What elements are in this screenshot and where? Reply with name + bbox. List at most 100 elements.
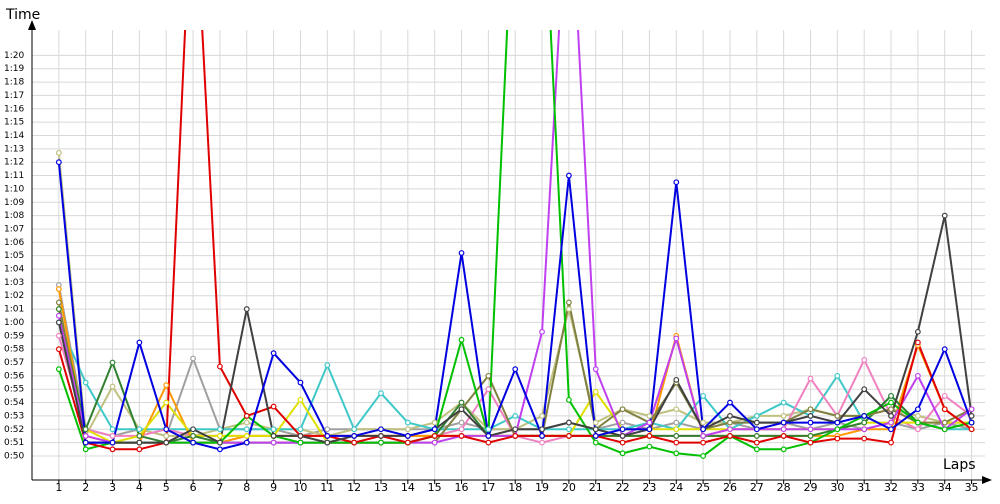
point bbox=[190, 433, 196, 439]
point bbox=[861, 413, 868, 419]
point bbox=[753, 413, 760, 419]
point bbox=[727, 413, 733, 419]
point bbox=[55, 332, 62, 339]
point bbox=[727, 433, 733, 439]
point bbox=[163, 439, 170, 446]
x-tick-label: 4 bbox=[136, 481, 143, 494]
point bbox=[566, 172, 572, 179]
point bbox=[485, 433, 492, 439]
x-tick-label: 9 bbox=[270, 481, 277, 494]
point bbox=[270, 439, 277, 446]
point bbox=[55, 159, 62, 166]
point bbox=[539, 413, 545, 419]
x-tick-label: 22 bbox=[616, 481, 630, 494]
point bbox=[727, 419, 733, 426]
point bbox=[592, 433, 599, 439]
x-tick-label: 14 bbox=[401, 481, 415, 494]
point bbox=[404, 439, 411, 446]
point bbox=[458, 406, 465, 413]
point bbox=[431, 433, 438, 439]
y-tick-label: 1:06 bbox=[4, 238, 24, 248]
point bbox=[82, 433, 89, 439]
point bbox=[592, 366, 599, 373]
point bbox=[190, 355, 196, 362]
point bbox=[914, 372, 921, 379]
point bbox=[592, 439, 599, 446]
point bbox=[539, 328, 545, 335]
point bbox=[861, 419, 868, 426]
point bbox=[592, 388, 599, 395]
point bbox=[109, 446, 116, 453]
point bbox=[297, 439, 304, 446]
y-tick-label: 1:10 bbox=[4, 184, 24, 194]
point bbox=[941, 419, 948, 426]
point bbox=[163, 433, 170, 439]
point bbox=[673, 335, 680, 342]
point bbox=[888, 406, 894, 413]
x-tick-label: 27 bbox=[750, 481, 764, 494]
point bbox=[324, 433, 331, 439]
x-tick-label: 13 bbox=[374, 481, 388, 494]
point bbox=[404, 433, 411, 439]
point bbox=[888, 419, 894, 426]
point bbox=[592, 426, 599, 433]
point bbox=[968, 426, 975, 433]
point bbox=[458, 433, 465, 439]
point bbox=[780, 419, 787, 426]
y-tick-label: 0:55 bbox=[4, 385, 24, 395]
y-tick-label: 1:17 bbox=[4, 91, 24, 101]
point bbox=[914, 406, 921, 413]
x-tick-label: 32 bbox=[884, 481, 898, 494]
point bbox=[324, 362, 331, 369]
point bbox=[807, 419, 814, 426]
point bbox=[888, 439, 894, 446]
point bbox=[324, 426, 331, 433]
point bbox=[780, 413, 787, 419]
point bbox=[619, 433, 626, 439]
plot-area bbox=[55, 30, 975, 459]
x-tick-label: 17 bbox=[481, 481, 495, 494]
y-tick-label: 1:18 bbox=[4, 78, 24, 88]
point bbox=[431, 426, 438, 433]
y-axis-title: Time bbox=[5, 7, 40, 23]
point bbox=[566, 426, 572, 433]
y-tick-label: 0:59 bbox=[4, 331, 24, 341]
y-tick-label: 1:14 bbox=[4, 131, 24, 141]
point bbox=[82, 439, 89, 446]
y-tick-label: 1:00 bbox=[4, 318, 24, 328]
point bbox=[109, 383, 116, 390]
y-arrow bbox=[28, 20, 36, 30]
point bbox=[619, 419, 626, 426]
point bbox=[136, 426, 143, 433]
point bbox=[109, 426, 116, 433]
point bbox=[941, 346, 948, 353]
point bbox=[968, 413, 975, 419]
x-arrow bbox=[982, 476, 992, 484]
x-tick-label: 21 bbox=[589, 481, 603, 494]
point bbox=[646, 413, 653, 419]
point bbox=[458, 336, 465, 343]
y-tick-label: 1:11 bbox=[4, 171, 24, 181]
point bbox=[539, 439, 545, 446]
point bbox=[861, 386, 868, 393]
point bbox=[351, 426, 358, 433]
point bbox=[270, 426, 277, 433]
point bbox=[807, 375, 814, 382]
point bbox=[619, 426, 626, 433]
point bbox=[378, 439, 384, 446]
x-tick-label: 6 bbox=[190, 481, 197, 494]
point bbox=[55, 319, 62, 326]
y-tick-label: 1:02 bbox=[4, 291, 24, 301]
point bbox=[566, 306, 572, 312]
point bbox=[807, 433, 814, 439]
point bbox=[646, 426, 653, 433]
point bbox=[243, 419, 250, 426]
point bbox=[512, 433, 519, 439]
series-line bbox=[57, 30, 972, 457]
point bbox=[566, 433, 572, 439]
point bbox=[136, 339, 143, 346]
point bbox=[968, 406, 975, 413]
point bbox=[378, 426, 384, 433]
point bbox=[673, 419, 680, 426]
y-tick-label: 1:03 bbox=[4, 278, 24, 288]
